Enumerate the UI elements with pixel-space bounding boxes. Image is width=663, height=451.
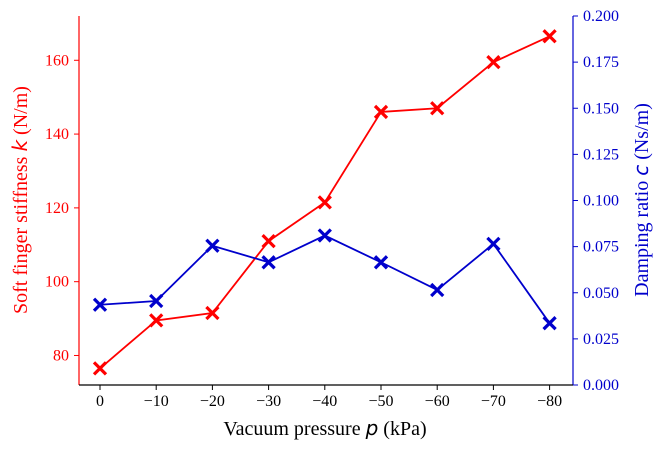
data-point-marker xyxy=(430,101,445,116)
series-damping xyxy=(92,228,557,331)
data-point-marker xyxy=(92,361,108,376)
data-point-marker xyxy=(486,236,501,251)
right-y-tick-label: 0.175 xyxy=(583,54,619,71)
left-y-axis-title-prefix: Soft finger stiffness xyxy=(10,152,32,314)
data-point-marker xyxy=(149,293,164,309)
data-point-marker xyxy=(205,305,220,321)
right-y-tick-label: 0.075 xyxy=(583,239,619,256)
series-line xyxy=(99,234,551,324)
left-y-tick-label: 140 xyxy=(45,126,69,143)
x-axis-title-symbol: p xyxy=(365,416,379,440)
x-tick-label: −10 xyxy=(144,393,169,410)
axes: 0 −10 −20 −30 −40 −50 −60 −70 −80 80 100 120 140 160 0… xyxy=(45,8,619,410)
right-y-tick-label: 0.125 xyxy=(583,146,619,163)
series-stiffness xyxy=(92,29,557,376)
x-axis-title: Vacuum pressure p (kPa) xyxy=(223,416,426,440)
data-point-marker xyxy=(373,255,389,270)
x-tick-label: −30 xyxy=(256,393,281,410)
data-point-marker xyxy=(317,228,332,243)
data-point-marker xyxy=(205,238,220,253)
left-y-tick-label: 80 xyxy=(53,347,69,364)
right-y-axis-title-prefix: Damping ratio xyxy=(631,176,653,297)
left-y-axis-title-suffix: (N/m) xyxy=(10,86,32,140)
data-point-marker xyxy=(261,233,276,249)
left-y-axis-title-symbol: k xyxy=(8,139,32,152)
right-y-axis-title-symbol: c xyxy=(629,165,653,176)
right-y-axis-title-suffix: (Ns/m) xyxy=(631,103,653,165)
right-y-tick-label: 0.150 xyxy=(583,100,619,117)
right-y-tick-label: 0.200 xyxy=(583,8,619,25)
data-point-marker xyxy=(542,316,557,331)
right-y-axis-title: Damping ratio c (Ns/m) xyxy=(629,103,653,297)
right-y-tick-label: 0.000 xyxy=(583,377,619,394)
data-point-marker xyxy=(92,297,108,312)
x-tick-label: −70 xyxy=(481,393,506,410)
x-axis-title-prefix: Vacuum pressure xyxy=(223,418,365,440)
right-y-tick-label: 0.025 xyxy=(583,331,619,348)
right-y-tick-label: 0.050 xyxy=(583,285,619,302)
data-point-marker xyxy=(261,255,276,270)
x-tick-label: 0 xyxy=(96,393,104,410)
x-tick-label: −80 xyxy=(537,393,562,410)
x-tick-label: −20 xyxy=(200,393,225,410)
x-tick-label: −60 xyxy=(425,393,450,410)
x-tick-label: −50 xyxy=(368,393,393,410)
data-point-marker xyxy=(486,54,501,70)
series-layer xyxy=(92,29,557,376)
data-point-marker xyxy=(430,282,445,298)
data-point-marker xyxy=(542,29,557,44)
data-point-marker xyxy=(149,313,164,328)
x-axis-title-suffix: (kPa) xyxy=(378,418,426,440)
left-y-tick-label: 120 xyxy=(45,200,69,217)
data-point-marker xyxy=(317,195,332,210)
left-y-tick-label: 160 xyxy=(45,52,69,69)
x-tick-label: −40 xyxy=(312,393,337,410)
left-y-axis-title: Soft finger stiffness k (N/m) xyxy=(8,86,32,314)
left-y-tick-label: 100 xyxy=(45,274,69,291)
right-y-tick-label: 0.100 xyxy=(583,193,619,210)
data-point-marker xyxy=(373,104,389,120)
